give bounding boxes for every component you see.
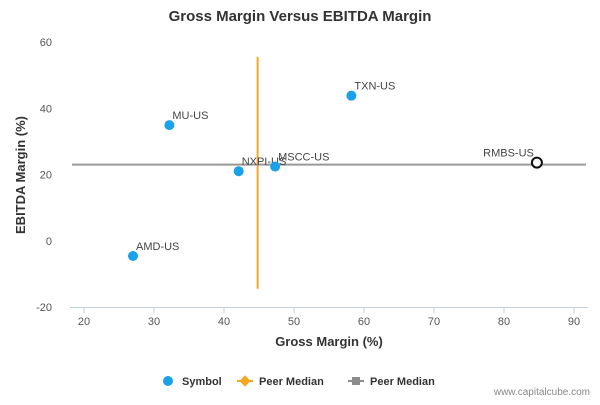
legend-marker-diamond <box>239 375 251 387</box>
legend-marker-square <box>352 377 360 385</box>
data-point-label: AMD-US <box>136 241 179 253</box>
chart-title: Gross Margin Versus EBITDA Margin <box>169 8 432 25</box>
data-point-label: MU-US <box>172 110 208 122</box>
y-tick-label: 40 <box>40 103 52 115</box>
y-tick-label: 0 <box>46 236 52 248</box>
y-tick-label: -20 <box>36 302 52 314</box>
x-tick-label: 50 <box>288 316 300 328</box>
data-point-label: TXN-US <box>354 81 395 93</box>
legend: Symbol Peer Median Peer Median <box>163 375 435 388</box>
data-point-label: MSCC-US <box>278 152 329 164</box>
x-tick-label: 90 <box>568 316 580 328</box>
x-tick-label: 30 <box>148 316 160 328</box>
x-tick-label: 20 <box>78 316 90 328</box>
data-point-label: RMBS-US <box>483 148 534 160</box>
y-axis-ticks: -20 0 20 40 60 <box>36 37 52 314</box>
x-tick-label: 60 <box>358 316 370 328</box>
x-axis-label: Gross Margin (%) <box>275 334 383 349</box>
data-point <box>233 166 244 177</box>
x-tick-label: 80 <box>498 316 510 328</box>
legend-marker-symbol <box>163 376 173 386</box>
peer-median-lines <box>72 56 586 289</box>
data-point <box>164 120 175 131</box>
y-axis-label: EBITDA Margin (%) <box>13 116 28 234</box>
legend-label: Peer Median <box>259 376 324 388</box>
x-axis-ticks: 20 30 40 50 60 70 80 90 <box>78 307 580 328</box>
y-tick-label: 20 <box>40 170 52 182</box>
x-tick-label: 70 <box>428 316 440 328</box>
data-point <box>128 250 138 261</box>
legend-label: Symbol <box>182 376 222 388</box>
data-point <box>270 161 281 172</box>
y-tick-label: 60 <box>40 37 52 49</box>
data-point <box>346 90 357 101</box>
data-point <box>530 156 543 169</box>
legend-label: Peer Median <box>370 376 435 388</box>
x-tick-label: 40 <box>218 316 230 328</box>
watermark: www.capitalcube.com <box>493 387 590 398</box>
